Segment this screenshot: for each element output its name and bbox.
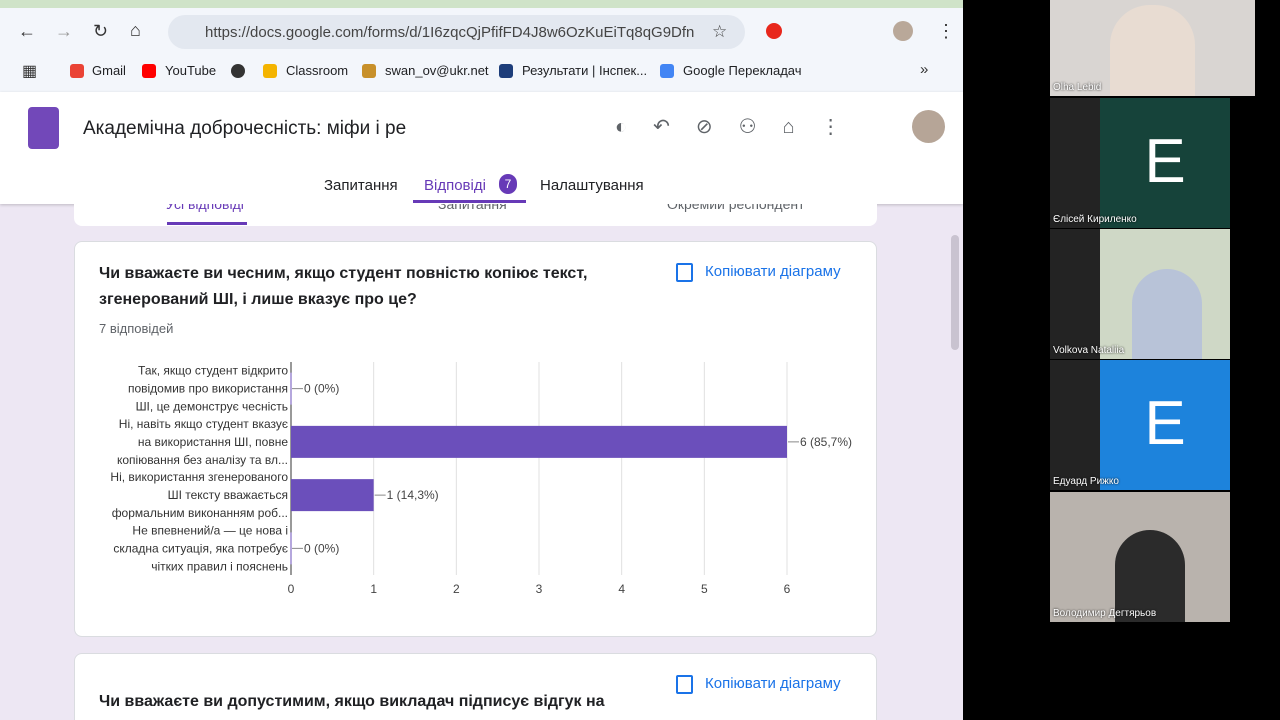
subtab[interactable]: Усі відповіді <box>166 204 244 212</box>
video-tile: Володимир Дегтярьов <box>1050 492 1230 622</box>
response-count: 7 відповідей <box>99 321 174 336</box>
avatar <box>1100 360 1230 490</box>
user-avatar[interactable] <box>912 110 945 143</box>
copy-icon[interactable] <box>676 675 693 694</box>
participant-name: Володимир Дегтярьов <box>1053 608 1157 619</box>
toolbar-icons[interactable]: ◐↶⊘⚇⌂⋮ <box>615 116 867 138</box>
classroom-icon <box>263 64 277 78</box>
person <box>1115 530 1185 622</box>
copy-chart-button[interactable]: Копіювати діаграму <box>705 675 841 692</box>
more-bookmarks[interactable]: » <box>920 61 929 78</box>
participant-name: Єлісей Кириленко <box>1053 214 1137 225</box>
profile-avatar[interactable] <box>893 21 913 41</box>
tab[interactable]: Запитання <box>324 177 398 194</box>
avatar <box>1100 98 1230 228</box>
home-button[interactable]: ⌂ <box>130 20 141 40</box>
browser: ← → ↻ ⌂ https://docs.google.com/forms/d/… <box>0 0 963 720</box>
bookmark[interactable]: Gmail <box>92 63 126 78</box>
badge <box>499 174 517 194</box>
question-title: згенерований ШІ, і лише вказує про це? <box>99 291 417 308</box>
p-icon <box>499 64 513 78</box>
gmail-icon <box>70 64 84 78</box>
copy-icon[interactable] <box>676 263 693 282</box>
form-header <box>0 92 963 204</box>
video-tile: Volkova Nataliia <box>1050 229 1230 359</box>
participant-name: Едуард Рижко <box>1053 476 1119 487</box>
question-title: Чи вважаєте ви допустимим, якщо викладач… <box>99 693 605 710</box>
video-tile: E Едуард Рижко <box>1050 360 1230 490</box>
video-tile: E Єлісей Кириленко <box>1050 98 1230 228</box>
question-title: Чи вважаєте ви чесним, якщо студент повн… <box>99 265 588 282</box>
bookmark[interactable]: Google Перекладач <box>683 63 802 78</box>
tab-strip <box>0 0 963 8</box>
forward-button[interactable]: → <box>55 21 73 41</box>
person <box>1110 5 1195 96</box>
copy-chart-button[interactable]: Копіювати діаграму <box>705 263 841 280</box>
translate-icon <box>660 64 674 78</box>
forms-icon <box>28 107 59 149</box>
subtabs-card: Усі відповіді Запитання Окремий респонде… <box>74 204 877 226</box>
reload-button[interactable]: ↻ <box>93 21 109 41</box>
scrollbar[interactable] <box>951 235 959 350</box>
subtab[interactable]: Запитання <box>438 204 507 212</box>
star-icon[interactable]: ☆ <box>712 22 728 41</box>
subtab-indicator <box>167 222 247 225</box>
badge-count: 7 <box>504 177 512 191</box>
participant-name: Olha Lebid <box>1053 82 1102 93</box>
tab-indicator <box>413 200 526 203</box>
subtab[interactable]: Окремий респондент <box>667 204 805 212</box>
tab[interactable]: Налаштування <box>540 177 644 194</box>
bookmark[interactable]: swan_ov@ukr.net <box>385 63 489 78</box>
url[interactable]: https://docs.google.com/forms/d/1I6zqcQj… <box>205 24 695 41</box>
globe-icon[interactable] <box>231 64 245 78</box>
tab-active[interactable]: Відповіді <box>424 177 486 194</box>
bookmark[interactable]: Результати | Інспек... <box>522 63 648 78</box>
extension-icon[interactable] <box>766 23 782 39</box>
person <box>1132 269 1202 359</box>
bookmark[interactable]: Classroom <box>286 63 349 78</box>
back-button[interactable]: ← <box>18 21 36 41</box>
menu-icon[interactable]: ⋮ <box>937 21 955 41</box>
question-card-2 <box>74 653 877 720</box>
address-bar[interactable] <box>168 15 745 49</box>
youtube-icon <box>142 64 156 78</box>
participant-name: Volkova Nataliia <box>1053 345 1125 356</box>
apps-icon[interactable]: ▦ <box>22 63 38 80</box>
form-title[interactable]: Академічна доброчесність: міфи і ре <box>83 118 407 139</box>
video-tile: Olha Lebid <box>1050 0 1255 96</box>
avatar-initial: E <box>1144 127 1186 196</box>
bookmark[interactable]: YouTube <box>165 63 217 78</box>
avatar-initial: E <box>1144 389 1186 458</box>
mail-icon <box>362 64 376 78</box>
